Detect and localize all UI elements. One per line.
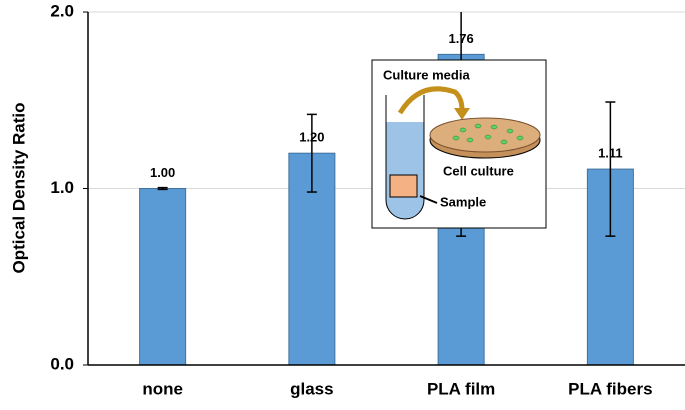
inset-label: Sample <box>440 194 486 209</box>
x-tick-label: PLA film <box>427 379 495 398</box>
sample-box <box>389 174 418 198</box>
arrow-head <box>454 108 470 120</box>
y-tick-label: 0.0 <box>50 354 74 373</box>
y-tick-label: 2.0 <box>50 1 74 20</box>
error-bar <box>157 186 168 191</box>
error-bar <box>306 113 317 193</box>
dish-top <box>429 117 541 153</box>
inset-label: Culture media <box>383 67 470 82</box>
x-tick-label: none <box>142 379 183 398</box>
y-axis-label: Optical Density Ratio <box>9 103 28 274</box>
tube-wall <box>385 95 425 122</box>
y-tick-label: 1.0 <box>50 178 74 197</box>
x-tick-label: glass <box>290 379 333 398</box>
data-label: 1.76 <box>448 31 473 46</box>
error-bar <box>605 101 616 237</box>
marks: 1.00 1.20 1.76 1.11 <box>139 12 634 366</box>
inset: Culture media Cell culture Sample <box>371 59 547 229</box>
inset-label: Cell culture <box>443 163 514 178</box>
data-label: 1.00 <box>150 165 175 180</box>
axes: 0.0 1.0 2.0 none glass PLA film PLA fibers <box>50 1 685 398</box>
cells <box>452 123 524 145</box>
data-label: 1.20 <box>299 130 324 145</box>
bar <box>139 188 187 366</box>
x-tick-label: PLA fibers <box>568 379 652 398</box>
pointer <box>419 195 438 204</box>
data-label: 1.11 <box>598 146 623 161</box>
arrow <box>397 86 465 115</box>
